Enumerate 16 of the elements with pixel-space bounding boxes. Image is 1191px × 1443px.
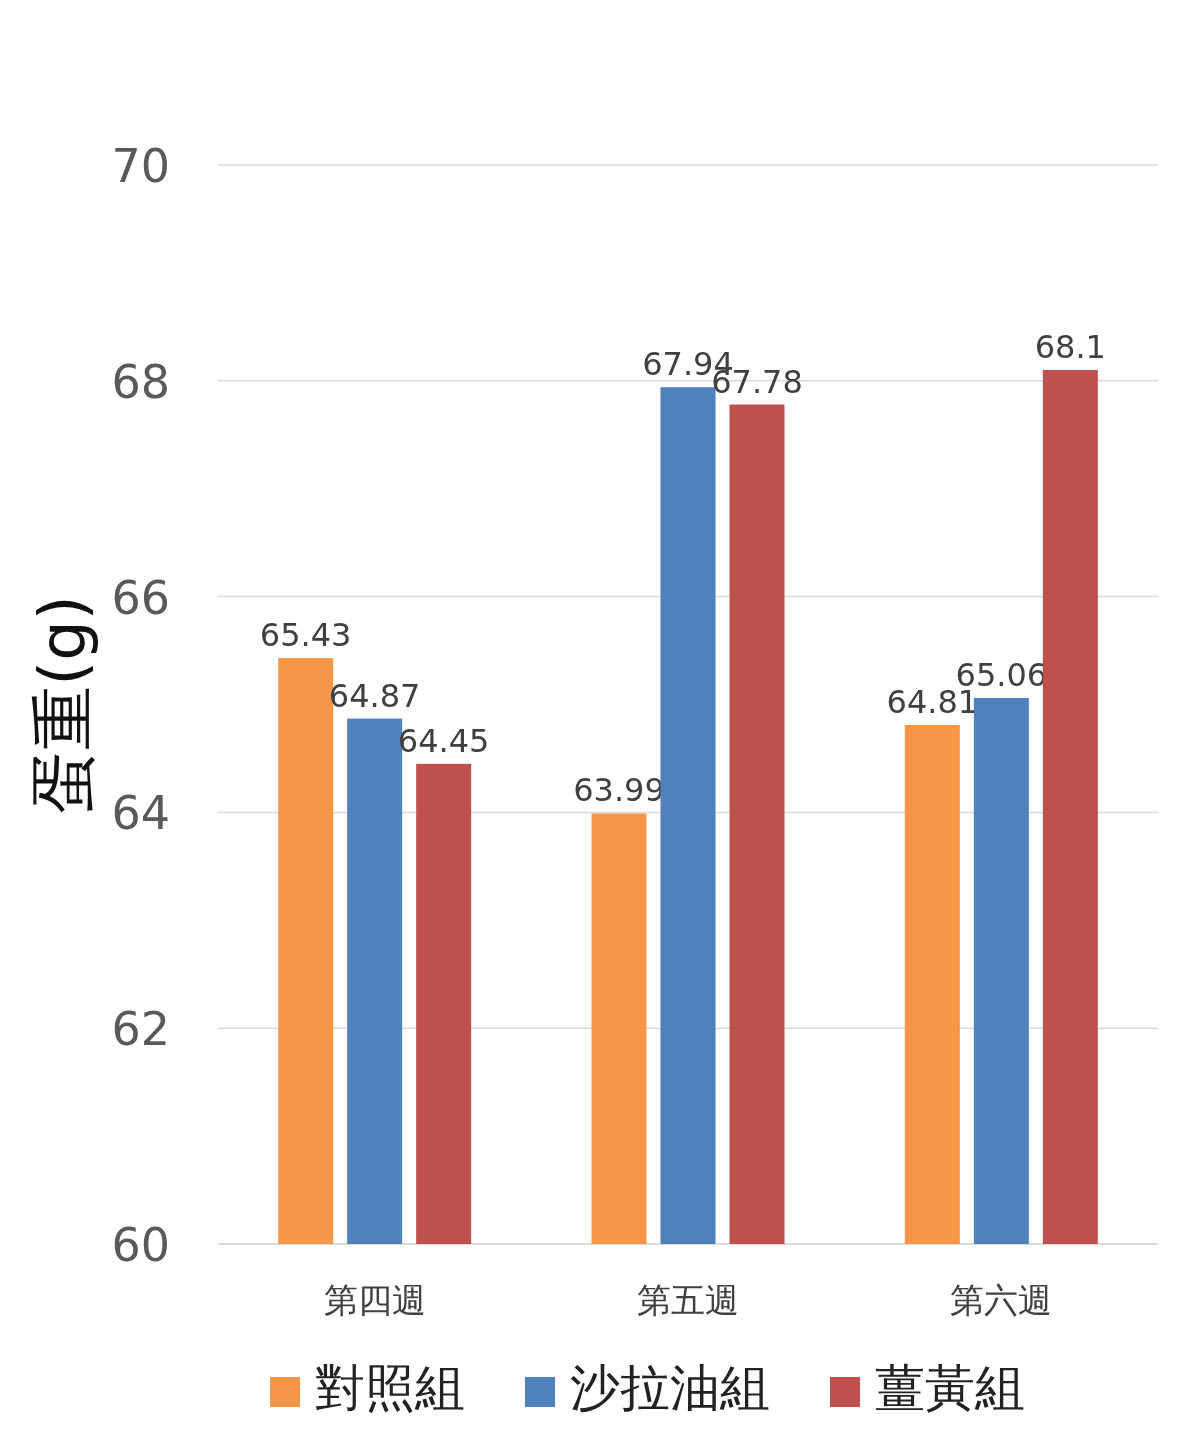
data-label: 63.99 xyxy=(573,771,665,810)
legend-label: 沙拉油組 xyxy=(570,1359,770,1417)
y-tick-label: 62 xyxy=(111,1002,170,1057)
legend-label: 對照組 xyxy=(315,1359,465,1417)
y-axis-title: 蛋重(g) xyxy=(26,595,100,814)
x-tick-label: 第六週 xyxy=(950,1280,1053,1320)
y-tick-label: 64 xyxy=(111,786,170,841)
x-tick-label: 第四週 xyxy=(323,1280,426,1320)
legend-label: 薑黃組 xyxy=(875,1359,1025,1417)
y-tick-label: 68 xyxy=(111,354,170,409)
y-tick-label: 60 xyxy=(111,1218,170,1272)
y-tick-label: 70 xyxy=(111,139,170,193)
y-tick-label: 66 xyxy=(111,570,170,625)
x-tick-label: 第五週 xyxy=(637,1280,739,1320)
data-label: 68.1 xyxy=(1034,328,1106,367)
data-label: 65.43 xyxy=(259,616,352,655)
